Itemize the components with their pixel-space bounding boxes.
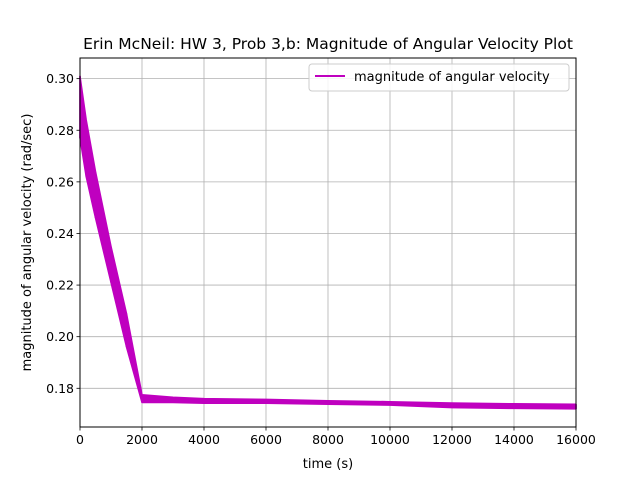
x-tick-label: 12000 bbox=[432, 432, 472, 447]
y-axis-label: magnitude of angular velocity (rad/sec) bbox=[20, 114, 35, 372]
y-tick-label: 0.18 bbox=[46, 381, 74, 396]
legend-label: magnitude of angular velocity bbox=[354, 70, 550, 85]
x-tick-label: 14000 bbox=[494, 432, 534, 447]
y-tick-label: 0.30 bbox=[46, 71, 74, 86]
y-tick-label: 0.20 bbox=[46, 329, 74, 344]
chart-title: Erin McNeil: HW 3, Prob 3,b: Magnitude o… bbox=[83, 35, 573, 53]
x-tick-label: 6000 bbox=[250, 432, 282, 447]
x-tick-label: 8000 bbox=[312, 432, 344, 447]
y-tick-label: 0.28 bbox=[46, 123, 74, 138]
x-tick-label: 10000 bbox=[370, 432, 410, 447]
x-tick-label: 4000 bbox=[188, 432, 220, 447]
y-tick-label: 0.24 bbox=[46, 226, 74, 241]
x-tick-label: 16000 bbox=[556, 432, 596, 447]
x-tick-label: 0 bbox=[76, 432, 84, 447]
x-axis-label: time (s) bbox=[303, 457, 353, 472]
legend: magnitude of angular velocity bbox=[308, 63, 570, 92]
y-tick-label: 0.26 bbox=[46, 174, 74, 189]
legend-box bbox=[308, 63, 570, 92]
y-tick-label: 0.22 bbox=[46, 278, 74, 293]
x-tick-label: 2000 bbox=[126, 432, 158, 447]
axis-ticks: 0 2000 4000 6000 8000 10000 12000 14000 16000 0.1… bbox=[46, 71, 596, 447]
